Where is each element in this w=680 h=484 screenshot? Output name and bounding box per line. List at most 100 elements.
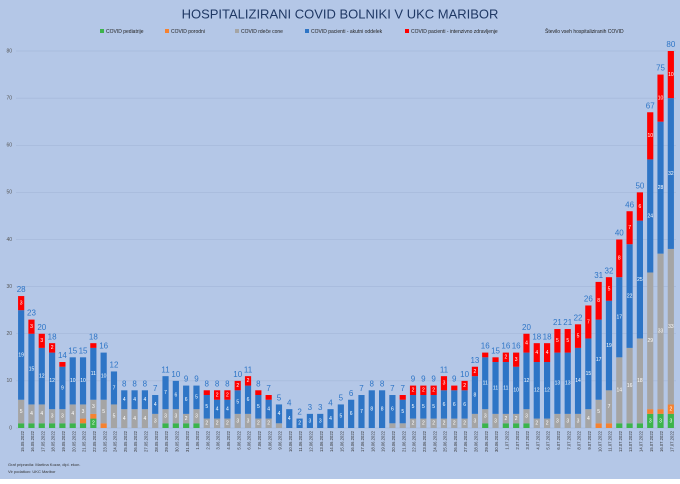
data-label: 4 bbox=[226, 406, 229, 412]
bar-segment bbox=[183, 385, 190, 414]
x-tick-label: 9.07.2022 bbox=[587, 430, 592, 449]
data-label: 17 bbox=[617, 315, 623, 321]
bar-segment bbox=[172, 423, 179, 428]
bar-segment bbox=[471, 376, 478, 414]
data-label: 6 bbox=[443, 402, 446, 408]
total-label: 11 bbox=[440, 365, 449, 374]
data-label: 2 bbox=[205, 421, 208, 427]
x-tick-label: 16.07.2022 bbox=[659, 430, 664, 452]
data-label: 2 bbox=[226, 392, 229, 398]
bar-segment bbox=[626, 244, 633, 348]
legend-marker bbox=[305, 29, 309, 33]
bar-segment bbox=[152, 395, 159, 414]
bar-segment bbox=[183, 423, 190, 428]
bar-segment bbox=[513, 366, 520, 414]
total-label: 9 bbox=[431, 375, 436, 384]
data-label: 5 bbox=[422, 404, 425, 410]
x-tick-label: 19.06.2022 bbox=[381, 430, 386, 452]
data-label: 4 bbox=[144, 416, 147, 422]
bar-segment bbox=[18, 296, 25, 311]
data-label: 5 bbox=[20, 409, 23, 415]
data-label: 3 bbox=[20, 300, 23, 306]
data-label: 3 bbox=[525, 414, 528, 420]
x-tick-label: 30.06.2022 bbox=[494, 430, 499, 452]
bar-segment bbox=[90, 347, 97, 400]
data-label: 4 bbox=[587, 416, 590, 422]
bar-segment bbox=[296, 418, 303, 428]
bar-segment bbox=[471, 366, 478, 377]
bar-segment bbox=[647, 272, 654, 410]
bar-segment bbox=[255, 395, 262, 419]
data-label: 2 bbox=[92, 421, 95, 427]
x-tick-label: 8.06.2022 bbox=[267, 430, 272, 449]
bar-segment bbox=[59, 362, 66, 367]
total-label: 46 bbox=[625, 200, 634, 209]
data-label: 5 bbox=[257, 404, 260, 410]
data-label: 5 bbox=[236, 399, 239, 405]
bar-segment bbox=[162, 376, 169, 410]
bar-segment bbox=[667, 413, 674, 428]
data-label: 10 bbox=[80, 378, 86, 384]
x-tick-label: 4.06.2022 bbox=[226, 430, 231, 449]
bar-segment bbox=[100, 352, 107, 400]
x-tick-label: 14.07.2022 bbox=[639, 430, 644, 452]
bar-segment bbox=[368, 390, 375, 428]
x-tick-label: 21.05.2022 bbox=[82, 430, 87, 452]
data-label: 19 bbox=[606, 343, 612, 349]
x-tick-label: 22.05.2022 bbox=[92, 430, 97, 452]
data-label: 4 bbox=[546, 350, 549, 356]
data-label: 10 bbox=[658, 95, 664, 101]
bar-segment bbox=[585, 338, 592, 410]
x-tick-label: 1.06.2022 bbox=[195, 430, 200, 449]
bar-segment bbox=[79, 418, 87, 424]
data-label: 13 bbox=[565, 381, 571, 387]
total-label: 5 bbox=[277, 394, 282, 403]
total-label: 12 bbox=[110, 361, 119, 370]
bar-segment bbox=[430, 395, 437, 419]
bar-segment bbox=[554, 352, 561, 414]
bar-segment bbox=[605, 423, 613, 428]
data-label: 7 bbox=[164, 390, 167, 396]
data-label: 2 bbox=[669, 406, 672, 412]
data-label: 28 bbox=[658, 185, 664, 191]
bar-segment bbox=[482, 409, 489, 424]
data-label: 14 bbox=[617, 388, 623, 394]
data-label: 2 bbox=[504, 355, 507, 361]
data-label: 5 bbox=[556, 338, 559, 344]
x-tick-label: 21.06.2022 bbox=[401, 430, 406, 452]
y-tick-label: 20 bbox=[6, 331, 12, 337]
x-tick-label: 7.06.2022 bbox=[257, 430, 262, 449]
data-label: 7 bbox=[608, 404, 611, 410]
bar-segment bbox=[265, 395, 272, 400]
bar-segment bbox=[523, 352, 530, 410]
data-label: 13 bbox=[555, 381, 561, 387]
data-label: 2 bbox=[474, 369, 477, 375]
data-label: 4 bbox=[525, 341, 528, 347]
y-tick-label: 30 bbox=[6, 284, 12, 290]
total-label: 8 bbox=[132, 379, 137, 388]
total-label: 8 bbox=[143, 379, 148, 388]
bar-segment bbox=[327, 409, 334, 428]
bar-segment bbox=[193, 423, 200, 428]
x-tick-label: 2.06.2022 bbox=[205, 430, 210, 449]
total-label: 67 bbox=[646, 101, 655, 110]
x-tick-label: 27.05.2022 bbox=[144, 430, 149, 452]
total-label: 22 bbox=[574, 313, 583, 322]
data-label: 7 bbox=[587, 319, 590, 325]
bar-segment bbox=[626, 423, 633, 428]
data-label: 8 bbox=[474, 392, 477, 398]
bar-segment bbox=[440, 418, 448, 428]
x-tick-label: 30.05.2022 bbox=[174, 430, 179, 452]
total-label: 3 bbox=[318, 403, 323, 412]
x-tick-label: 12.07.2022 bbox=[618, 430, 623, 452]
bar-segment bbox=[121, 409, 128, 428]
data-label: 2 bbox=[432, 388, 435, 394]
bar-segment bbox=[533, 343, 540, 363]
bar-segment bbox=[193, 385, 200, 410]
bar-segment bbox=[451, 385, 458, 391]
data-label: 33 bbox=[658, 329, 664, 335]
bar-segment bbox=[90, 399, 97, 414]
x-tick-label: 5.06.2022 bbox=[236, 430, 241, 449]
data-label: 3 bbox=[51, 414, 54, 420]
data-label: 2 bbox=[504, 416, 507, 422]
